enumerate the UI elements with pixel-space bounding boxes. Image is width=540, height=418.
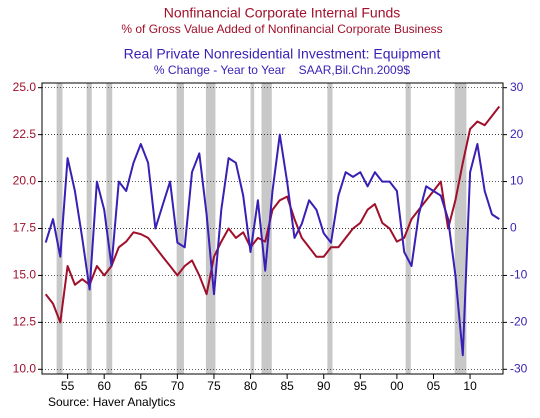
title-left: Nonfinancial Corporate Internal Funds (164, 5, 401, 21)
y-tick-label: 17.5 (13, 221, 37, 235)
y2-tick-label: 0 (510, 221, 517, 235)
x-tick-label: 05 (427, 379, 441, 393)
y-tick-label: 12.5 (13, 315, 37, 329)
subtitle-right: % Change - Year to Year SAAR,Bil.Chn.200… (154, 63, 410, 77)
x-tick-label: 60 (98, 379, 112, 393)
y-tick-label: 22.5 (13, 127, 37, 141)
y2-tick-label: 20 (510, 127, 524, 141)
y2-tick-label: 10 (510, 174, 524, 188)
recession-band (261, 83, 272, 374)
x-tick-label: 00 (390, 379, 404, 393)
y-tick-label: 20.0 (13, 174, 37, 188)
recession-band (86, 83, 92, 374)
y2-tick-label: -20 (510, 315, 528, 329)
series-line (44, 105, 501, 324)
recession-band (327, 83, 333, 374)
series-line (44, 133, 500, 357)
x-tick-label: 55 (61, 379, 75, 393)
recession-band (106, 83, 113, 374)
x-tick-label: 10 (463, 379, 477, 393)
y2-tick-label: -30 (510, 361, 528, 375)
x-tick-label: 95 (354, 379, 368, 393)
x-tick-label: 70 (171, 379, 185, 393)
plot-frame (41, 82, 504, 375)
y-tick-label: 15.0 (13, 268, 37, 282)
recession-band (56, 83, 63, 374)
x-tick-label: 85 (280, 379, 294, 393)
recession-band (454, 83, 467, 374)
y2-tick-label: -10 (510, 268, 528, 282)
x-tick-label: 65 (134, 379, 148, 393)
x-tick-label: 75 (207, 379, 221, 393)
subtitle-left: % of Gross Value Added of Nonfinancial C… (121, 22, 442, 36)
y2-tick-label: 30 (510, 80, 524, 94)
y-tick-label: 10.0 (13, 361, 37, 375)
title-right: Real Private Nonresidential Investment: … (124, 46, 441, 62)
y-tick-label: 25.0 (13, 80, 37, 94)
x-tick-label: 80 (244, 379, 258, 393)
x-tick-label: 90 (317, 379, 331, 393)
source: Source: Haver Analytics (48, 395, 175, 409)
